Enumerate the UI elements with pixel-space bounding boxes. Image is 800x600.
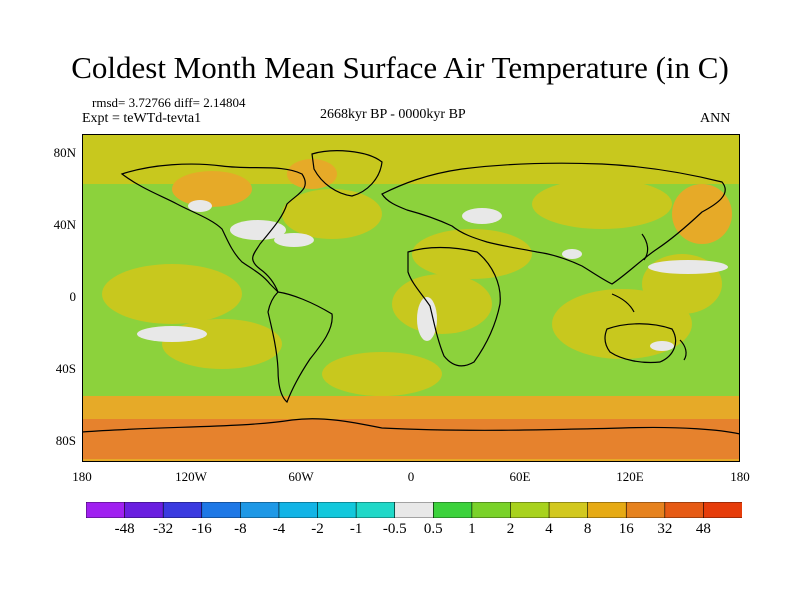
season-label: ANN [700, 111, 731, 126]
lon-label-60e: 60E [509, 469, 531, 484]
temperature-map [81, 134, 741, 462]
experiment-label: Expt = teWTd-tevta1 [82, 111, 202, 126]
colorbar-swatch [548, 501, 589, 519]
colorbar-swatch [278, 501, 319, 519]
lon-label-180w: 180 [72, 469, 92, 484]
lat-label-40n: 40N [53, 217, 76, 232]
colorbar-label: -8 [234, 521, 247, 537]
colorbar-label: 8 [583, 521, 592, 537]
colorbar-label: -4 [272, 521, 286, 537]
lon-label-180e: 180 [730, 469, 750, 484]
colorbar-swatch [317, 501, 357, 519]
colorbar-label: 0.5 [423, 521, 443, 537]
colorbar-label: -0.5 [382, 521, 407, 537]
colorbar-swatch [432, 501, 473, 519]
colorbar-swatch [355, 501, 396, 519]
colorbar-swatch [510, 501, 550, 519]
stats-label: rmsd= 3.72766 diff= 2.14804 [92, 95, 246, 110]
map-title: Coldest Month Mean Surface Air Temperatu… [71, 50, 729, 85]
colorbar-label: 4 [545, 521, 553, 537]
colorbar-label: -16 [191, 521, 212, 537]
lat-label-80s: 80S [55, 433, 76, 448]
colorbar-label: -1 [349, 521, 363, 537]
colorbar-swatch [625, 501, 666, 519]
lon-label-60w: 60W [288, 469, 314, 484]
colorbar-label: -48 [114, 521, 135, 537]
colorbar-label: 48 [695, 521, 711, 537]
colorbar-swatch [240, 501, 280, 519]
lon-label-120e: 120E [616, 469, 644, 484]
lat-label-80n: 80N [53, 145, 76, 160]
lat-label-0: 0 [69, 289, 77, 304]
lon-label-120w: 120W [175, 469, 207, 484]
colorbar-label: 16 [618, 521, 634, 537]
colorbar-label: 1 [468, 521, 476, 537]
colorbar-swatch [124, 501, 164, 519]
colorbar-swatch [85, 501, 126, 519]
colorbar-label: 32 [657, 521, 673, 537]
lat-label-40s: 40S [55, 361, 76, 376]
colorbar-swatch [587, 501, 628, 519]
colorbar-swatch [394, 501, 435, 519]
colorbar-label: -2 [311, 521, 324, 537]
colorbar-swatch [201, 501, 242, 519]
lon-label-0: 0 [407, 469, 415, 484]
colorbar [85, 501, 743, 519]
colorbar-swatch [471, 501, 512, 519]
colorbar-swatch [162, 501, 203, 519]
period-label: 2668kyr BP - 0000kyr BP [320, 107, 466, 122]
colorbar-swatch [703, 501, 743, 519]
colorbar-label: 2 [506, 521, 515, 537]
colorbar-label: -32 [153, 521, 174, 537]
colorbar-swatch [664, 501, 705, 519]
